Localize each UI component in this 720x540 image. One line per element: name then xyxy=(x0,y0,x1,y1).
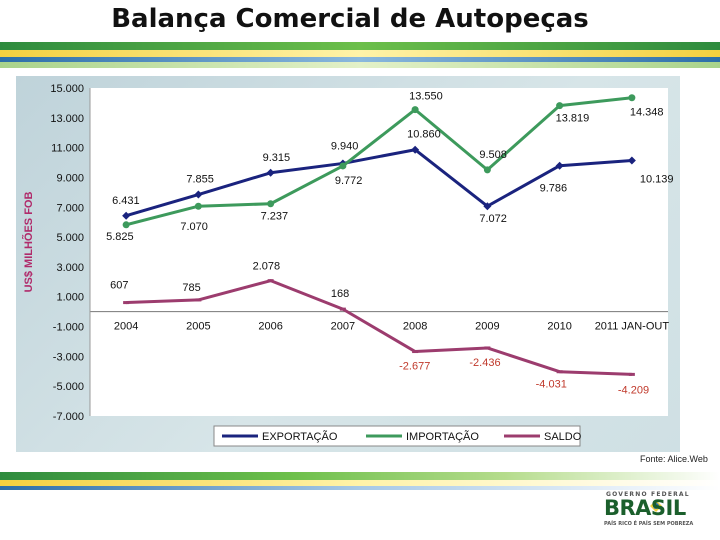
y-tick-label: 7.000 xyxy=(56,202,84,214)
axis-layer: 15.000 13.000 11.000 9.000 7.000 5.000 3.000 1.… xyxy=(22,83,669,423)
data-label: 168 xyxy=(331,288,349,300)
data-point xyxy=(122,211,131,220)
data-point xyxy=(194,190,203,199)
data-label: -2.436 xyxy=(469,357,500,369)
stripe-green xyxy=(0,42,720,50)
label-layer: 6.431 7.855 9.315 9.940 10.860 7.072 9.786 10.1… xyxy=(106,91,673,397)
y-tick-label: 15.000 xyxy=(50,83,84,95)
x-tick-label: 2008 xyxy=(403,321,427,333)
y-tick-label: 13.000 xyxy=(50,113,84,125)
data-label: -4.031 xyxy=(536,379,567,391)
y-axis-title: US$ MILHÕES FOB xyxy=(22,192,35,293)
data-label: 9.315 xyxy=(263,152,291,164)
data-label: 2.078 xyxy=(253,261,281,273)
y-tick-label: -1.000 xyxy=(53,322,84,334)
stripe-light-green xyxy=(0,62,720,68)
plot-area xyxy=(90,88,668,416)
data-point xyxy=(411,145,420,154)
slide-title: Balança Comercial de Autopeças xyxy=(111,4,589,34)
x-tick-label: 2006 xyxy=(258,321,282,333)
data-label: -4.209 xyxy=(618,384,649,396)
brasil-flag-icon xyxy=(650,500,662,512)
data-label: 7.855 xyxy=(186,174,214,186)
series-layer xyxy=(122,94,636,376)
data-point xyxy=(266,168,275,177)
stripe-bottom-yellow xyxy=(0,480,720,486)
brand-motto: PAÍS RICO É PAÍS SEM POBREZA xyxy=(604,521,694,527)
data-point xyxy=(412,350,419,354)
data-point xyxy=(267,200,275,208)
y-tick-label: 11.000 xyxy=(51,143,84,155)
data-point xyxy=(339,162,347,170)
series-line-2 xyxy=(126,279,632,376)
data-label: 785 xyxy=(182,282,200,294)
source-note: Fonte: Alice.Web xyxy=(640,454,708,464)
data-point xyxy=(267,279,274,283)
legend-label: IMPORTAÇÃO xyxy=(406,430,479,443)
stripe-yellow xyxy=(0,50,720,57)
x-tick-label: 2007 xyxy=(331,321,355,333)
data-label: 10.139 xyxy=(640,173,674,185)
data-point xyxy=(122,221,130,229)
data-point xyxy=(194,202,202,210)
data-point xyxy=(195,298,202,302)
y-tick-label: 1.000 xyxy=(56,292,84,304)
line-chart: 15.000 13.000 11.000 9.000 7.000 5.000 3.000 1.… xyxy=(22,83,674,447)
data-point xyxy=(628,372,635,376)
data-point xyxy=(556,102,564,110)
legend-label: SALDO xyxy=(544,431,582,443)
data-label: 13.550 xyxy=(409,91,443,103)
data-label: 9.786 xyxy=(540,183,568,195)
stripe-bottom-blue xyxy=(0,486,720,490)
x-tick-label: 2005 xyxy=(186,321,210,333)
x-tick-label: 2004 xyxy=(114,321,138,333)
data-label: 10.860 xyxy=(407,129,441,141)
data-label: 14.348 xyxy=(630,107,664,119)
data-label: 9.772 xyxy=(335,175,363,187)
stripe-blue xyxy=(0,57,720,62)
data-point xyxy=(628,94,636,102)
data-label: -2.677 xyxy=(399,361,430,373)
x-tick-label: 2011 JAN-OUT xyxy=(595,321,670,333)
y-tick-label: 5.000 xyxy=(56,232,84,244)
chart-frame: 15.000 13.000 11.000 9.000 7.000 5.000 3.000 1.… xyxy=(16,76,680,452)
data-label: 7.237 xyxy=(261,211,289,223)
series-line-1 xyxy=(125,96,633,227)
brand-top-text: GOVERNO FEDERAL xyxy=(606,491,690,498)
data-point xyxy=(483,202,492,211)
data-point xyxy=(556,370,563,374)
x-tick-label: 2010 xyxy=(547,321,571,333)
data-point xyxy=(484,346,491,350)
x-tick-label: 2009 xyxy=(475,321,499,333)
data-label: 6.431 xyxy=(112,195,140,207)
y-tick-label: 3.000 xyxy=(56,262,84,274)
y-tick-label: -5.000 xyxy=(53,381,84,393)
data-label: 9.508 xyxy=(479,149,507,161)
data-point xyxy=(411,106,419,114)
data-label: 7.072 xyxy=(479,213,507,225)
data-label: 13.819 xyxy=(556,113,590,125)
data-point xyxy=(483,166,491,174)
data-point xyxy=(555,161,564,170)
y-tick-label: -7.000 xyxy=(53,411,84,423)
series-line-0 xyxy=(125,148,632,218)
legend-label: EXPORTAÇÃO xyxy=(262,430,338,443)
data-label: 9.940 xyxy=(331,140,359,152)
data-label: 607 xyxy=(110,280,128,292)
data-point xyxy=(123,301,130,305)
data-label: 5.825 xyxy=(106,231,134,243)
stripe-bottom-green xyxy=(0,472,720,480)
y-tick-label: 9.000 xyxy=(56,172,84,184)
legend-layer: EXPORTAÇÃO IMPORTAÇÃO SALDO xyxy=(213,425,582,447)
data-point xyxy=(339,307,346,311)
data-label: 7.070 xyxy=(180,221,208,233)
y-tick-label: -3.000 xyxy=(53,351,84,363)
data-point xyxy=(627,156,636,165)
brand-wordmark: BRASIL xyxy=(604,496,686,520)
